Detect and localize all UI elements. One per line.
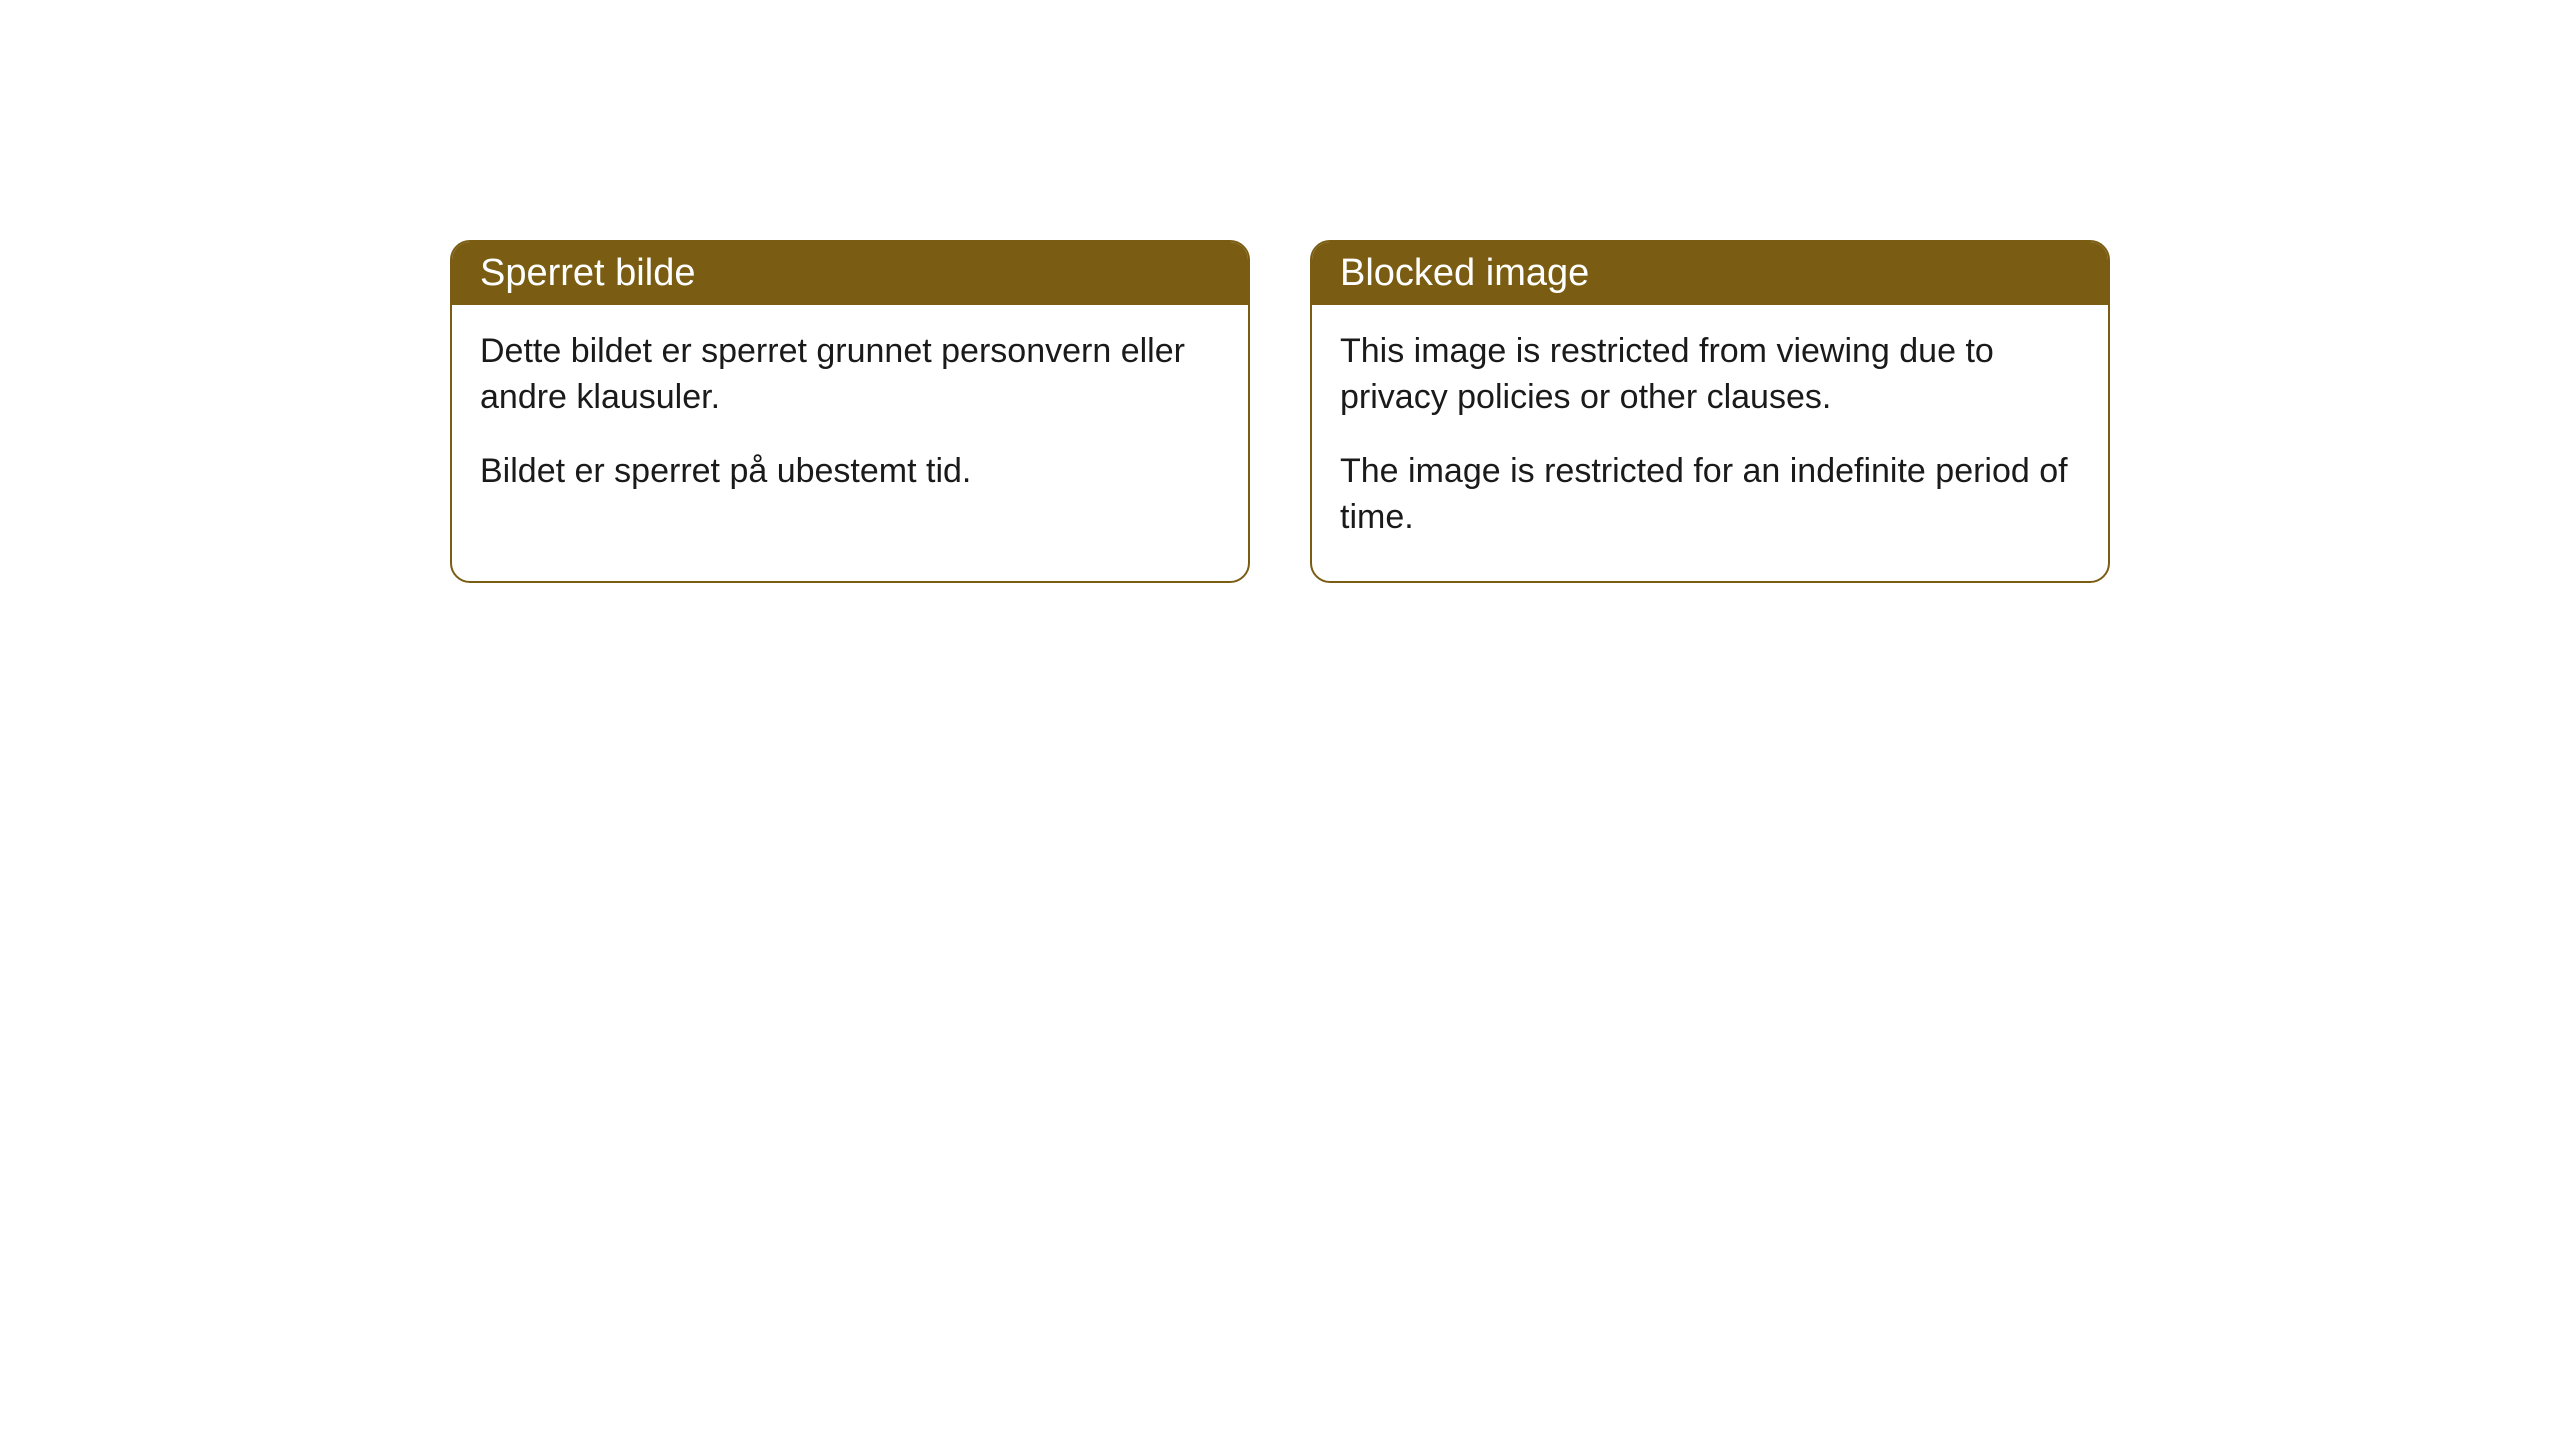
card-paragraph: Dette bildet er sperret grunnet personve…	[480, 329, 1220, 421]
card-body: Dette bildet er sperret grunnet personve…	[452, 305, 1248, 535]
blocked-image-card-english: Blocked image This image is restricted f…	[1310, 240, 2110, 583]
notice-cards-container: Sperret bilde Dette bildet er sperret gr…	[450, 240, 2110, 583]
card-paragraph: Bildet er sperret på ubestemt tid.	[480, 449, 1220, 495]
card-body: This image is restricted from viewing du…	[1312, 305, 2108, 581]
card-paragraph: The image is restricted for an indefinit…	[1340, 449, 2080, 541]
card-header: Sperret bilde	[452, 242, 1248, 305]
card-header: Blocked image	[1312, 242, 2108, 305]
card-paragraph: This image is restricted from viewing du…	[1340, 329, 2080, 421]
blocked-image-card-norwegian: Sperret bilde Dette bildet er sperret gr…	[450, 240, 1250, 583]
